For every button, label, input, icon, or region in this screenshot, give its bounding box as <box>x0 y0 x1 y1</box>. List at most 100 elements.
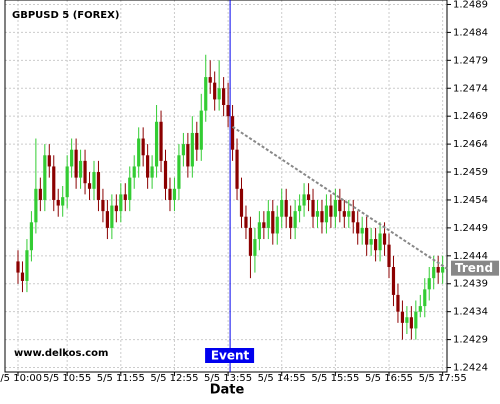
candle-body <box>119 194 123 212</box>
candle-body <box>387 244 391 267</box>
y-tick-label: 1.2484 <box>453 27 488 38</box>
candle-body <box>338 199 342 212</box>
candle-body <box>423 289 427 307</box>
candle-body <box>432 266 436 279</box>
candle-body <box>400 311 405 323</box>
candle-body <box>150 166 154 178</box>
candle-body <box>253 239 257 256</box>
candle-body <box>56 199 60 206</box>
candle-body <box>146 155 150 178</box>
candle-body <box>356 222 360 234</box>
y-tick-label: 1.2454 <box>453 195 488 206</box>
candle-body <box>128 177 132 200</box>
y-tick-label: 1.2429 <box>453 335 488 346</box>
candle-body <box>360 227 364 234</box>
candle-body <box>329 205 333 217</box>
candle-body <box>418 306 422 312</box>
x-axis-label: Date <box>210 383 245 398</box>
y-tick-label: 1.2434 <box>453 307 488 318</box>
candle-body <box>427 278 431 290</box>
candle-body <box>101 199 105 212</box>
x-tick-label: 5/5 15:55 <box>311 373 359 384</box>
candle-body <box>306 194 311 200</box>
candle-body <box>34 188 38 223</box>
grid <box>5 0 447 372</box>
candle-body <box>293 211 297 228</box>
candle-body <box>92 172 96 189</box>
candle-body <box>342 211 346 217</box>
candle-body <box>396 294 400 312</box>
trend-label: Trend <box>455 261 493 275</box>
candle-body <box>347 211 351 217</box>
plot-frame <box>4 0 448 373</box>
candle-body <box>141 138 145 156</box>
candle-body <box>365 227 369 245</box>
y-tick-label: 1.2474 <box>453 83 488 94</box>
candle-body <box>204 77 208 111</box>
x-tick-label: 5/5 17:55 <box>419 373 467 384</box>
candle-body <box>248 227 253 256</box>
candle-body <box>266 211 270 228</box>
candle-body <box>43 155 47 200</box>
candle-body <box>414 311 418 329</box>
x-tick-label: 5/5 12:55 <box>150 373 198 384</box>
candle-body <box>65 166 69 198</box>
y-tick-label: 1.2439 <box>453 279 488 290</box>
candle-body <box>61 197 65 206</box>
y-tick-label: 1.2464 <box>453 139 488 150</box>
candle-body <box>298 205 302 212</box>
candle-body <box>83 160 87 184</box>
watermark: www.delkos.com <box>14 348 108 359</box>
candle-body <box>275 216 279 234</box>
candle-body <box>441 266 445 273</box>
x-tick-label: 5/5 16:55 <box>365 373 413 384</box>
x-tick-label: 5/5 11:55 <box>97 373 145 384</box>
candle-body <box>315 211 320 217</box>
candle-body <box>105 211 109 228</box>
candle-body <box>96 172 101 200</box>
candle-body <box>163 160 168 189</box>
candle-body <box>154 121 159 167</box>
candle-body <box>190 132 194 167</box>
candle-body <box>257 222 261 240</box>
candle-body <box>226 105 230 117</box>
trend-label-box <box>451 260 499 276</box>
candle-body <box>110 205 114 228</box>
candle-body <box>78 160 83 178</box>
candle-body <box>137 138 141 167</box>
candle-body <box>199 110 203 150</box>
candle-body <box>172 188 177 200</box>
candle-body <box>351 211 355 223</box>
candle-body <box>29 222 34 251</box>
candle-body <box>382 233 387 245</box>
candle-body <box>159 121 163 161</box>
candle-body <box>74 149 78 178</box>
candle-body <box>369 239 373 245</box>
candle-body <box>302 194 306 206</box>
candle-body <box>244 216 248 228</box>
candle-body <box>222 88 226 106</box>
candle-body <box>123 194 127 200</box>
candle-body <box>25 250 29 281</box>
candle-body <box>280 199 284 217</box>
candle-body <box>391 266 396 295</box>
x-tick-label: 5/5 13:55 <box>204 373 252 384</box>
candle-body <box>271 211 275 234</box>
x-tick-label: 5/5 14:55 <box>258 373 306 384</box>
y-tick-label: 1.2479 <box>453 55 488 66</box>
candle-body <box>177 155 181 189</box>
candle-body <box>217 88 221 100</box>
candles <box>16 54 445 340</box>
y-tick-label: 1.2444 <box>453 251 488 262</box>
candle-body <box>195 132 199 150</box>
candle-body <box>181 144 185 156</box>
candle-body <box>239 188 244 217</box>
y-tick-label: 1.2469 <box>453 111 488 122</box>
candle-body <box>47 155 51 167</box>
chart-title: GBPUSD 5 (FOREX) <box>12 10 119 21</box>
candle-body <box>208 77 212 83</box>
candle-body <box>284 199 288 217</box>
candle-body <box>405 317 409 323</box>
candle-body <box>311 199 315 217</box>
